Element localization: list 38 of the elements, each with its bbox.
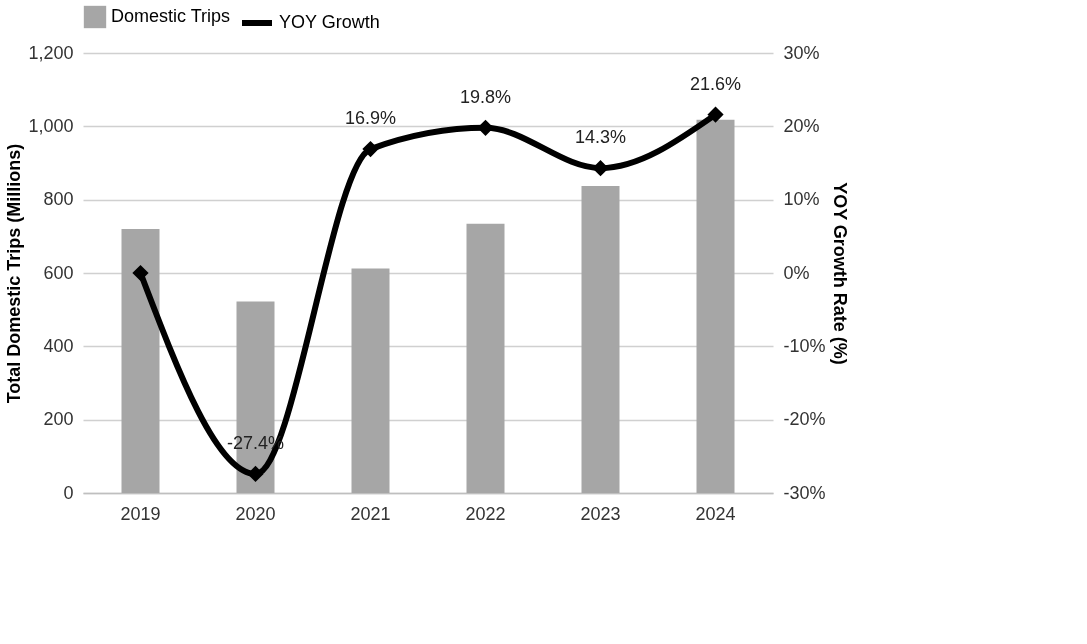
x-tick-label: 2020 xyxy=(235,503,276,524)
bar xyxy=(351,268,390,493)
y-tick-label: 1,000 xyxy=(28,115,74,136)
y-tick-label: 600 xyxy=(43,262,74,283)
bar xyxy=(581,186,620,493)
y-tick-label: 1,200 xyxy=(28,42,74,63)
y2-tick-label: -30% xyxy=(783,482,826,503)
bar xyxy=(121,229,160,493)
y2-tick-label: 30% xyxy=(783,42,820,63)
y-tick-label: 0 xyxy=(63,482,74,503)
point xyxy=(132,265,149,281)
bar xyxy=(466,223,505,493)
point xyxy=(592,160,609,176)
y-axis-title: Total Domestic Trips (Millions) xyxy=(4,143,25,404)
legend-label: Domestic Trips xyxy=(111,6,231,26)
bar xyxy=(696,119,735,493)
y2-tick-label: 0% xyxy=(783,262,810,283)
data-label: 19.8% xyxy=(459,86,512,107)
y2-tick-label: -10% xyxy=(783,335,826,356)
legend-label: YOY Growth xyxy=(279,12,380,32)
y2-tick-label: -20% xyxy=(783,409,826,430)
y2-tick-label: 20% xyxy=(783,115,820,136)
y2-tick-label: 10% xyxy=(783,189,820,210)
point xyxy=(247,466,264,482)
x-tick-label: 2021 xyxy=(350,503,391,524)
x-tick-label: 2024 xyxy=(695,503,736,524)
point xyxy=(707,106,724,123)
data-label: 21.6% xyxy=(689,73,742,94)
x-tick-label: 2019 xyxy=(120,503,161,524)
y-tick-label: 200 xyxy=(43,409,74,430)
data-label: 16.9% xyxy=(344,108,397,129)
data-label: 14.3% xyxy=(574,127,627,148)
x-tick-label: 2022 xyxy=(465,503,506,524)
y-tick-label: 800 xyxy=(43,189,74,210)
y2-axis-title: YOY Growth Rate (%) xyxy=(829,182,850,365)
point xyxy=(362,141,379,157)
x-tick-label: 2023 xyxy=(580,503,621,524)
y-tick-label: 400 xyxy=(43,335,74,356)
